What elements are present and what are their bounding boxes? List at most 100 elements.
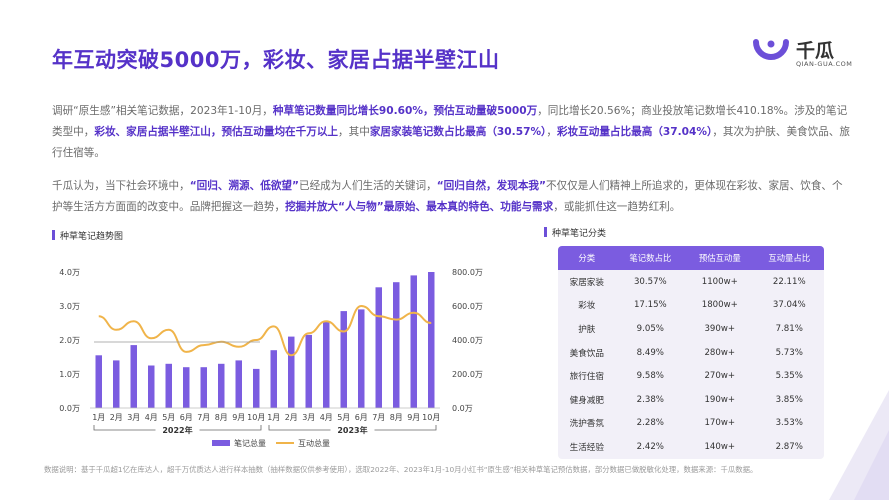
table-cell: 2.87% xyxy=(775,441,803,452)
y-right-tick-label: 0.0万 xyxy=(452,404,473,413)
table-cell: 9.05% xyxy=(636,323,664,334)
body-text: ，或能抓住这一趋势红利。 xyxy=(553,201,681,213)
table-header-row: 分类 笔记数占比 预估互动量 互动量占比 xyxy=(558,246,824,270)
y-left-tick-label: 0.0万 xyxy=(59,404,80,413)
table-cell: 8.49% xyxy=(636,347,664,358)
table-cell: 健身减肥 xyxy=(569,395,604,406)
logo: 千瓜 QIAN-GUA.COM xyxy=(752,36,862,72)
legend-bar-label: 笔记总量 xyxy=(234,438,266,448)
table-cell: 3.53% xyxy=(775,418,803,429)
table-cell: 旅行住宿 xyxy=(569,372,604,383)
corner-decoration xyxy=(829,390,889,500)
category-table: 分类 笔记数占比 预估互动量 互动量占比 家居家装 30.57% 1100w+ 22.11%… xyxy=(558,246,824,459)
table-row: 生活经验 2.42% 140w+ 2.87% xyxy=(558,435,824,459)
highlight-text: 彩妆互动量占比最高（37.04%） xyxy=(556,126,713,138)
table-header-cell: 预估互动量 xyxy=(685,246,755,270)
y-right-tick-label: 200.0万 xyxy=(452,370,483,379)
x-tick-label: 8月 xyxy=(390,413,403,422)
summary-paragraph-1: 调研“原生感”相关笔记数据，2023年1-10月，种草笔记数量同比增长90.60… xyxy=(52,101,852,164)
body-text: ，同比增长20.56%；商业投放笔记数增长410.18%。涉及的笔记类型中， xyxy=(52,105,848,138)
bar-8 xyxy=(218,363,225,408)
x-tick-label: 6月 xyxy=(180,413,193,422)
table-cell: 2.38% xyxy=(636,394,664,405)
table-cell: 2.28% xyxy=(636,418,664,429)
bar-18 xyxy=(393,282,400,408)
table-row: 旅行住宿 9.58% 270w+ 5.35% xyxy=(558,364,824,388)
x-tick-label: 6月 xyxy=(355,413,368,422)
year-label-bg xyxy=(155,424,200,436)
body-text: ，其次为护肤、美食饮品、旅行住宿等。 xyxy=(52,126,851,159)
table-cell: 生活经验 xyxy=(569,442,604,453)
table-row: 家居家装 30.57% 1100w+ 22.11% xyxy=(558,270,824,294)
table-cell: 1100w+ xyxy=(701,276,738,287)
body-text: ， xyxy=(546,126,557,138)
table-row: 健身减肥 2.38% 190w+ 3.85% xyxy=(558,388,824,412)
x-tick-label: 3月 xyxy=(127,413,140,422)
table-cell: 美食饮品 xyxy=(569,348,604,359)
highlight-text: 家居家装笔记数占比最高（30.57%） xyxy=(369,126,547,138)
bar-12 xyxy=(288,336,295,408)
y-right-tick-label: 800.0万 xyxy=(452,268,483,277)
x-tick-label: 4月 xyxy=(145,413,158,422)
y-right-tick-label: 600.0万 xyxy=(452,302,483,311)
y-left-tick-label: 3.0万 xyxy=(59,302,80,311)
bar-10 xyxy=(253,368,260,408)
highlight-text: 种草笔记数量同比增长90.60%，预估互动量破5000万 xyxy=(272,105,538,117)
bar-7 xyxy=(200,367,207,408)
bar-3 xyxy=(130,345,137,408)
bar-13 xyxy=(305,334,312,408)
body-text: 调研“原生感”相关笔记数据，2023年1-10月， xyxy=(52,105,273,117)
table-row: 彩妆 17.15% 1800w+ 37.04% xyxy=(558,294,824,318)
legend-line-label: 互动总量 xyxy=(298,438,330,448)
y-left-tick-label: 2.0万 xyxy=(59,336,80,345)
table-cell: 洗护香氛 xyxy=(569,419,604,430)
table-cell: 270w+ xyxy=(704,371,736,382)
table-cell: 22.11% xyxy=(772,276,806,287)
x-tick-label: 10月 xyxy=(247,413,265,422)
qiangua-logo-icon xyxy=(753,39,789,60)
bar-19 xyxy=(410,275,417,408)
highlight-text: “回归、溯源、低欲望” xyxy=(189,180,299,192)
table-row: 洗护香氛 2.28% 170w+ 3.53% xyxy=(558,412,824,436)
interaction-line xyxy=(98,304,432,357)
x-tick-label: 1月 xyxy=(92,413,105,422)
y-left-tick-label: 4.0万 xyxy=(59,268,80,277)
table-cell: 37.04% xyxy=(772,300,806,311)
table-row: 美食饮品 8.49% 280w+ 5.73% xyxy=(558,341,824,365)
summary-paragraph-2: 千瓜认为，当下社会环境中，“回归、溯源、低欲望”已经成为人们生活的关键词，“回归… xyxy=(52,176,852,218)
x-tick-label: 9月 xyxy=(232,413,245,422)
table-header-cell: 笔记数占比 xyxy=(615,246,686,270)
table-header-cell: 互动量占比 xyxy=(754,246,824,270)
table-cell: 280w+ xyxy=(704,347,736,358)
x-tick-label: 10月 xyxy=(422,413,440,422)
x-tick-label: 7月 xyxy=(197,413,210,422)
body-text: 千瓜认为，当下社会环境中， xyxy=(52,180,190,192)
legend-bar-swatch xyxy=(212,440,230,446)
x-tick-label: 5月 xyxy=(162,413,175,422)
x-tick-label: 2月 xyxy=(285,413,298,422)
footnote: 数据说明：基于千瓜超1亿在库达人，超千万优质达人进行样本抽数（抽样数据仅供参考使… xyxy=(44,465,758,474)
table-cell: 17.15% xyxy=(633,300,667,311)
table-cell: 彩妆 xyxy=(578,301,596,312)
body-text: ，其中 xyxy=(338,126,370,138)
bar-5 xyxy=(165,363,172,408)
bar-4 xyxy=(148,365,155,408)
x-tick-label: 4月 xyxy=(320,413,333,422)
table-cell: 9.58% xyxy=(636,371,664,382)
year-label-bg xyxy=(330,424,375,436)
table-cell: 护肤 xyxy=(578,324,596,335)
table-cell: 1800w+ xyxy=(701,300,738,311)
chart-section-title: 种草笔记趋势图 xyxy=(52,229,123,242)
bar-15 xyxy=(340,311,347,408)
table-cell: 2.42% xyxy=(636,441,664,452)
table-cell: 3.85% xyxy=(775,394,803,405)
highlight-text: 彩妆、家居占据半壁江山，预估互动量均在千万以上 xyxy=(94,126,339,138)
year-label: 2023年 xyxy=(337,425,367,435)
table-cell: 7.81% xyxy=(775,323,803,334)
table-cell: 190w+ xyxy=(704,394,736,405)
x-tick-label: 2月 xyxy=(110,413,123,422)
bar-11 xyxy=(270,350,277,408)
bar-20 xyxy=(428,272,435,408)
table-cell: 390w+ xyxy=(704,323,736,334)
table-header-cell: 分类 xyxy=(558,246,616,270)
